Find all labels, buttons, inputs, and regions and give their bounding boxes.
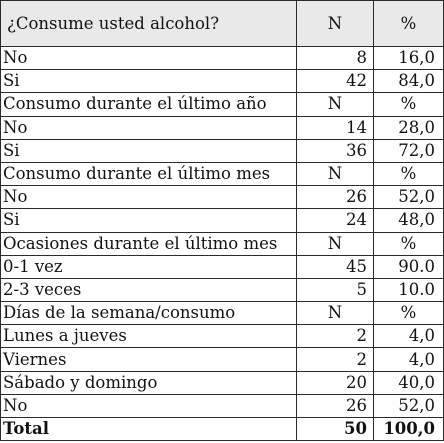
row-n-value: N <box>296 231 374 256</box>
row-label: Si <box>0 138 297 163</box>
table-row: Si 24 48,0 <box>0 208 444 233</box>
row-pct-value: 4,0 <box>373 347 444 372</box>
header-pct: % <box>373 0 444 47</box>
row-pct-value: 84,0 <box>373 69 444 94</box>
header-question: ¿Consume usted alcohol? <box>0 0 297 47</box>
row-pct-value: % <box>373 301 444 326</box>
row-label: No <box>0 115 297 140</box>
row-pct-value: 4,0 <box>373 324 444 349</box>
row-label: Lunes a jueves <box>0 324 297 349</box>
row-pct-value: 28,0 <box>373 115 444 140</box>
row-pct-value: 40,0 <box>373 370 444 395</box>
row-pct-value: 10.0 <box>373 277 444 303</box>
table-row: No 26 52,0 <box>0 185 444 210</box>
table-row: Sábado y domingo 20 40,0 <box>0 370 444 395</box>
row-n-value: 2 <box>296 347 374 372</box>
table-header-row: ¿Consume usted alcohol? N % <box>0 0 444 47</box>
table-row: No 26 52,0 <box>0 393 444 419</box>
row-label: Ocasiones durante el último mes <box>0 231 297 256</box>
row-label: Total <box>0 416 297 442</box>
row-n-value: 5 <box>296 277 374 303</box>
row-n-value: 26 <box>296 185 374 210</box>
row-label: No <box>0 393 297 419</box>
row-pct-value: % <box>373 231 444 256</box>
row-label: Viernes <box>0 347 297 372</box>
row-pct-value: % <box>373 161 444 187</box>
row-label: Si <box>0 69 297 94</box>
table-row: No 8 16,0 <box>0 45 444 71</box>
row-n-value: 14 <box>296 115 374 140</box>
row-n-value: 20 <box>296 370 374 395</box>
table-row: Viernes 2 4,0 <box>0 347 444 372</box>
row-pct-value: 52,0 <box>373 393 444 419</box>
section-header-row: Consumo durante el último año N% <box>0 92 444 117</box>
section-header-row: Consumo durante el último mes N% <box>0 161 444 187</box>
row-pct-value: 100,0 <box>373 416 444 442</box>
row-pct-value: 52,0 <box>373 185 444 210</box>
row-label: Días de la semana/consumo <box>0 301 297 326</box>
total-row: Total 50 100,0 <box>0 416 444 442</box>
row-label: 0-1 vez <box>0 254 297 279</box>
row-n-value: 26 <box>296 393 374 419</box>
row-n-value: 8 <box>296 45 374 71</box>
table-row: 0-1 vez 45 90.0 <box>0 254 444 279</box>
table-row: Lunes a jueves 2 4,0 <box>0 324 444 349</box>
row-n-value: 2 <box>296 324 374 349</box>
row-pct-value: 72,0 <box>373 138 444 163</box>
row-n-value: 50 <box>296 416 374 442</box>
row-n-value: N <box>296 161 374 187</box>
table-row: No 14 28,0 <box>0 115 444 140</box>
row-n-value: N <box>296 92 374 117</box>
header-n: N <box>296 0 374 47</box>
row-pct-value: % <box>373 92 444 117</box>
row-label: No <box>0 185 297 210</box>
table-row: Si 42 84,0 <box>0 69 444 94</box>
row-label: Si <box>0 208 297 233</box>
row-n-value: N <box>296 301 374 326</box>
row-label: Consumo durante el último mes <box>0 161 297 187</box>
row-pct-value: 48,0 <box>373 208 444 233</box>
section-header-row: Días de la semana/consumo N% <box>0 301 444 326</box>
table-row: 2-3 veces 5 10.0 <box>0 277 444 303</box>
row-label: Consumo durante el último año <box>0 92 297 117</box>
row-n-value: 42 <box>296 69 374 94</box>
row-pct-value: 16,0 <box>373 45 444 71</box>
row-label: No <box>0 45 297 71</box>
section-header-row: Ocasiones durante el último mes N% <box>0 231 444 256</box>
table-row: Si 36 72,0 <box>0 138 444 163</box>
row-n-value: 45 <box>296 254 374 279</box>
row-label: 2-3 veces <box>0 277 297 303</box>
row-n-value: 36 <box>296 138 374 163</box>
row-pct-value: 90.0 <box>373 254 444 279</box>
row-n-value: 24 <box>296 208 374 233</box>
row-label: Sábado y domingo <box>0 370 297 395</box>
